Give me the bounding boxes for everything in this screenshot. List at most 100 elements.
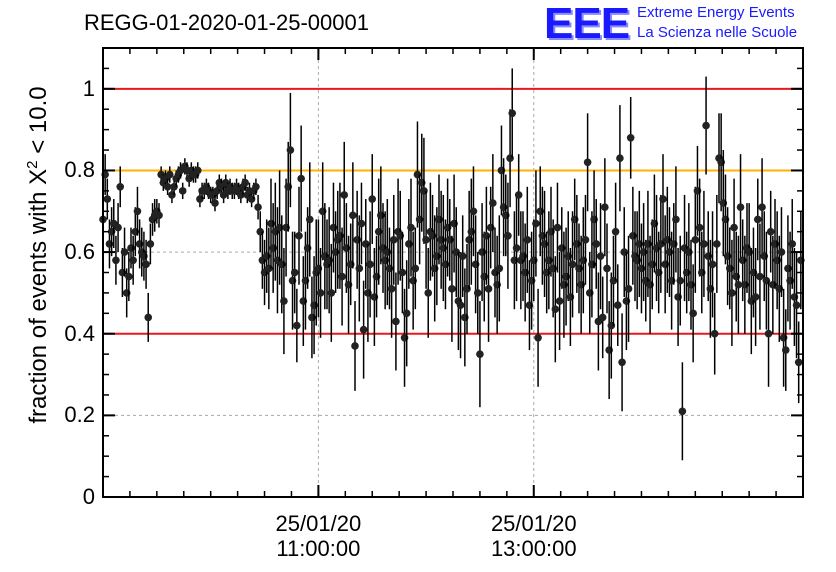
- x-tick-time: 11:00:00: [276, 536, 361, 561]
- data-marker: [389, 236, 398, 244]
- data-point: [473, 252, 482, 334]
- data-marker: [534, 334, 542, 342]
- data-marker: [659, 195, 667, 203]
- data-point: [133, 186, 142, 236]
- data-marker: [411, 264, 420, 273]
- data-marker: [495, 264, 504, 273]
- data-marker: [734, 280, 743, 289]
- data-point: [553, 182, 562, 273]
- data-point: [713, 194, 721, 293]
- data-point: [568, 211, 577, 318]
- data-marker: [368, 195, 377, 203]
- data-point: [411, 227, 420, 310]
- data-marker: [293, 321, 301, 330]
- data-marker: [387, 285, 396, 293]
- data-marker: [512, 244, 521, 252]
- data-marker: [788, 240, 797, 248]
- data-point: [146, 223, 155, 265]
- data-marker: [702, 121, 710, 130]
- y-axis-label-prefix: fraction of events with X: [25, 168, 52, 424]
- data-point: [392, 272, 400, 371]
- data-marker: [112, 256, 120, 265]
- data-marker: [295, 231, 303, 240]
- data-marker: [103, 195, 112, 203]
- data-point: [781, 309, 790, 391]
- data-point: [458, 215, 467, 297]
- data-point: [555, 252, 564, 351]
- data-marker: [407, 223, 415, 232]
- data-point: [366, 211, 374, 318]
- data-marker: [751, 293, 760, 301]
- data-marker: [504, 231, 512, 240]
- data-marker: [338, 272, 346, 281]
- data-point: [327, 243, 336, 342]
- data-point: [476, 301, 484, 408]
- data-point: [616, 105, 624, 212]
- data-point: [534, 288, 542, 387]
- org-name-line1: Extreme Energy Events: [637, 4, 795, 21]
- data-point: [676, 235, 685, 326]
- data-point: [672, 166, 680, 273]
- data-marker: [146, 240, 155, 248]
- data-point: [252, 178, 260, 195]
- reference-lines: [103, 87, 803, 335]
- data-point: [125, 252, 133, 302]
- data-point: [144, 292, 153, 342]
- data-marker: [349, 211, 357, 220]
- data-point: [155, 203, 163, 228]
- data-point: [357, 182, 366, 265]
- data-marker: [568, 260, 577, 269]
- data-point: [178, 182, 187, 200]
- data-marker: [708, 260, 717, 269]
- data-marker: [676, 276, 685, 285]
- data-marker: [766, 227, 775, 236]
- data-point: [114, 203, 122, 253]
- data-marker: [616, 154, 624, 163]
- data-point: [305, 162, 314, 277]
- data-marker: [241, 178, 249, 187]
- data-point: [293, 288, 301, 363]
- data-marker: [592, 240, 601, 248]
- data-point: [424, 248, 433, 338]
- data-point: [611, 182, 620, 281]
- data-point: [351, 301, 359, 391]
- data-point: [387, 239, 396, 338]
- data-marker: [305, 215, 314, 224]
- data-point: [751, 248, 760, 346]
- data-marker: [402, 309, 411, 318]
- data-marker: [601, 203, 609, 211]
- data-point: [596, 203, 605, 310]
- data-marker: [781, 346, 790, 354]
- data-marker: [252, 182, 260, 191]
- data-marker: [596, 252, 605, 260]
- data-marker: [424, 289, 433, 297]
- x-tick-date: 25/01/20: [275, 511, 362, 536]
- data-point: [702, 76, 710, 175]
- data-marker: [710, 329, 719, 338]
- data-point: [659, 154, 667, 244]
- data-point: [469, 166, 478, 257]
- data-marker: [624, 285, 633, 293]
- data-marker: [730, 223, 738, 232]
- data-marker: [473, 289, 482, 297]
- data-marker: [736, 203, 745, 211]
- x-tick-date: 25/01/20: [490, 511, 577, 536]
- data-marker: [458, 252, 467, 260]
- data-point: [695, 178, 704, 277]
- data-point: [603, 223, 611, 314]
- axis-ticks: [103, 48, 803, 498]
- data-point: [626, 96, 635, 179]
- data-point: [794, 321, 803, 404]
- data-marker: [728, 289, 736, 297]
- data-marker: [142, 260, 150, 269]
- data-marker: [476, 350, 484, 358]
- data-point: [734, 235, 743, 334]
- data-point: [295, 186, 303, 285]
- data-point: [691, 186, 700, 293]
- data-marker: [613, 301, 622, 309]
- data-marker: [691, 236, 700, 244]
- data-marker: [120, 248, 129, 256]
- data-points: [99, 68, 805, 461]
- data-marker: [555, 297, 564, 305]
